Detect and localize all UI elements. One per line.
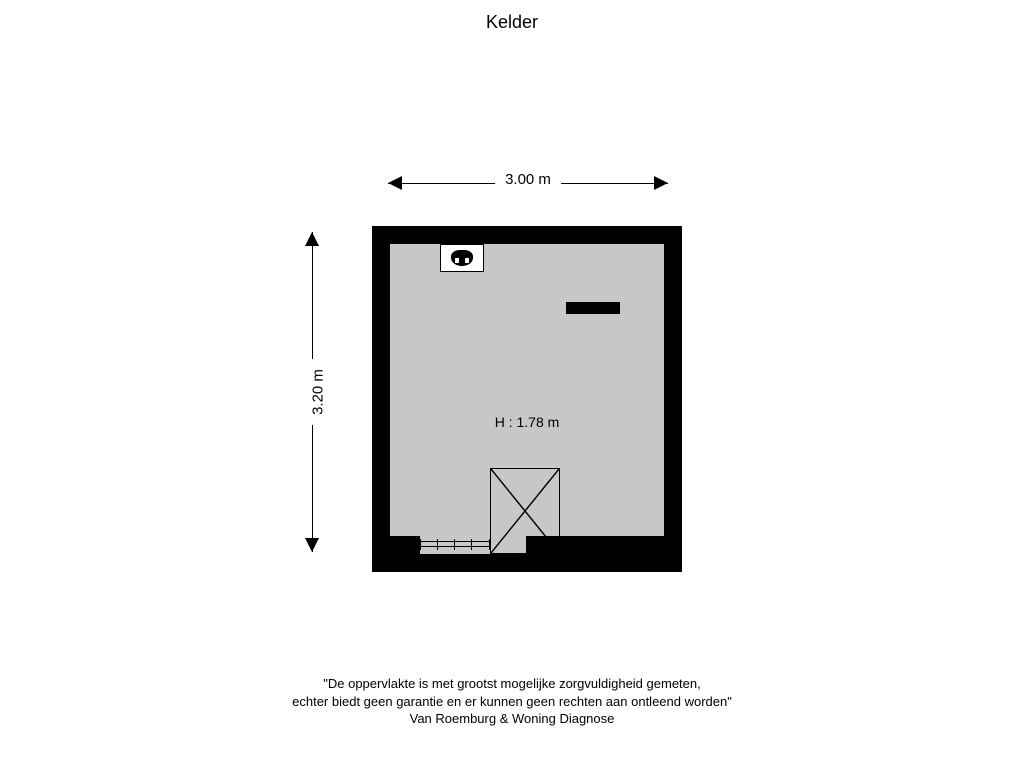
appliance-fixture [440,244,484,272]
disclaimer-attribution: Van Roemburg & Woning Diagnose [0,710,1024,728]
disclaimer-line: echter biedt geen garantie en er kunnen … [0,693,1024,711]
arrow-down-icon [305,538,319,552]
appliance-icon [451,250,473,266]
dimension-horizontal: 3.00 m [388,172,668,196]
door-tick [471,539,472,550]
door-tick [454,539,455,550]
disclaimer-line: "De oppervlakte is met grootst mogelijke… [0,675,1024,693]
ceiling-height-label: H : 1.78 m [390,414,664,430]
wall-fixture-bar [566,302,620,314]
arrow-left-icon [388,176,402,190]
floorplan-room: H : 1.78 m [390,244,664,554]
page-title: Kelder [0,12,1024,33]
dimension-height-label: 3.20 m [309,359,326,425]
door-opening [420,539,490,551]
arrow-right-icon [654,176,668,190]
bottom-wall-segment-right [526,536,664,554]
floorplan-page: Kelder 3.00 m 3.20 m H : 1.78 m [0,0,1024,768]
door-rail [420,541,490,542]
floorplan-outer-wall: H : 1.78 m [372,226,682,572]
door-rail [420,546,490,547]
door-tick [437,539,438,550]
dimension-width-label: 3.00 m [495,171,561,188]
disclaimer-footer: "De oppervlakte is met grootst mogelijke… [0,675,1024,728]
door-tick [489,539,490,550]
dimension-vertical: 3.20 m [301,232,325,552]
bottom-wall-segment-left [390,536,420,554]
door-tick [420,539,421,550]
arrow-up-icon [305,232,319,246]
